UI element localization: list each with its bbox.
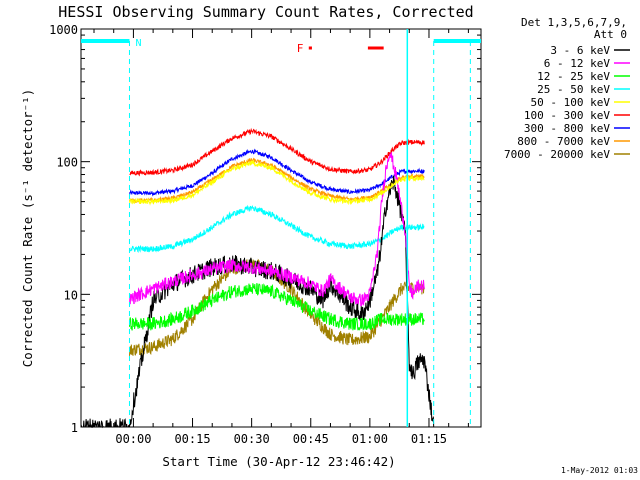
x-tick-label: 00:30 — [234, 432, 270, 446]
axis-ticks: 1 10 100 1000 00:00 00:15 00:30 00:45 01:00 01:15 — [49, 23, 481, 446]
x-tick-label: 00:00 — [115, 432, 151, 446]
x-tick-label: 01:00 — [352, 432, 388, 446]
y-tick-label: 1 — [71, 421, 78, 435]
series-line — [129, 159, 425, 206]
flare-label: F — [297, 42, 304, 55]
series-line — [129, 204, 425, 254]
series-line — [129, 282, 425, 331]
x-tick-label: 00:45 — [293, 432, 329, 446]
y-tick-label: 100 — [56, 156, 78, 170]
series-line — [129, 152, 425, 307]
series-line — [129, 148, 425, 197]
x-tick-label: 01:15 — [411, 432, 447, 446]
chart-title: HESSI Observing Summary Count Rates, Cor… — [58, 3, 473, 21]
legend-label: 6 - 12 keV — [544, 57, 611, 70]
legend-label: 25 - 50 keV — [537, 83, 610, 96]
series-line — [80, 175, 435, 429]
night-label: N — [135, 38, 141, 49]
y-axis-label: Corrected Count Rate (s⁻¹ detector⁻¹) — [20, 89, 35, 367]
plot-frame — [80, 28, 482, 428]
legend-label: 3 - 6 keV — [550, 44, 610, 57]
legend-label: 7000 - 20000 keV — [504, 148, 610, 161]
legend-label: 50 - 100 keV — [531, 96, 611, 109]
legend-label: 800 - 7000 keV — [517, 135, 610, 148]
x-tick-label: 00:15 — [174, 432, 210, 446]
legend-header-line-1: Det 1,3,5,6,7,9, — [521, 16, 627, 29]
series-line — [129, 157, 425, 204]
series-line — [129, 127, 425, 177]
legend-label: 100 - 300 keV — [524, 109, 610, 122]
legend-header-line-2: Att 0 — [594, 28, 627, 41]
legend-label: 300 - 800 keV — [524, 122, 610, 135]
legend-label: 12 - 25 keV — [537, 70, 610, 83]
x-axis-label: Start Time (30-Apr-12 23:46:42) — [162, 454, 395, 469]
date-stamp: 1-May-2012 01:03 — [561, 466, 638, 475]
series-group — [80, 127, 435, 429]
y-tick-label: 10 — [64, 288, 78, 302]
y-tick-label: 1000 — [49, 23, 78, 37]
